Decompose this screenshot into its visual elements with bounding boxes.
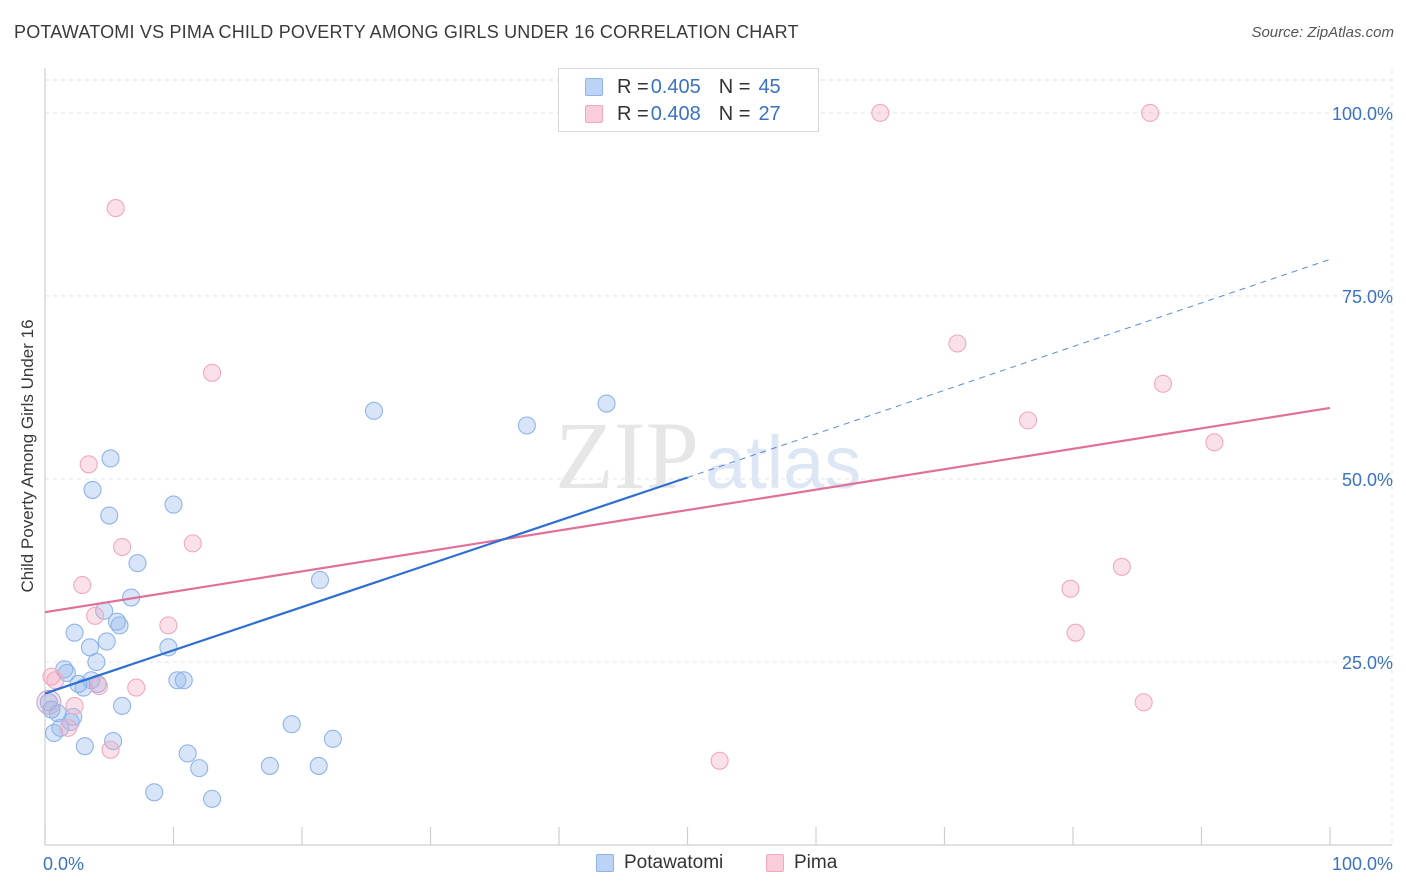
point-pima — [46, 671, 65, 690]
source-label: Source: ZipAtlas.com — [1251, 24, 1394, 41]
point-pima — [89, 677, 109, 696]
point-pima — [203, 363, 222, 382]
point-pima — [1205, 433, 1224, 452]
bottom-legend-label-potawatomi: Potawatomi — [624, 852, 724, 873]
legend-row-pima: R = 0.408 N = 27 — [585, 101, 781, 127]
point-pima — [59, 718, 78, 737]
chart-title: POTAWATOMI VS PIMA CHILD POVERTY AMONG G… — [14, 22, 799, 42]
point-potawatomi — [309, 756, 328, 775]
point-pima — [79, 455, 98, 474]
point-pima — [1141, 103, 1160, 122]
point-pima — [183, 534, 202, 553]
trend-line-pima — [44, 406, 1331, 614]
point-potawatomi — [364, 401, 384, 420]
point-potawatomi — [174, 671, 193, 690]
point-pima — [159, 616, 178, 635]
point-pima — [86, 606, 105, 625]
point-pima — [73, 576, 92, 595]
y-tick-label: 100.0% — [1332, 104, 1393, 124]
y-axis-label: Child Poverty Among Girls Under 16 — [18, 319, 37, 592]
legend-swatch-pima — [585, 105, 603, 123]
point-potawatomi — [51, 718, 70, 737]
watermark-atlas: atlas — [705, 421, 861, 504]
point-pima — [127, 678, 146, 697]
trend-lines — [687, 258, 1331, 478]
point-potawatomi — [97, 632, 116, 651]
point-pima — [65, 696, 84, 715]
point-pima — [106, 199, 125, 218]
legend: R = 0.405 N = 45 R = 0.408 N = 27 — [558, 68, 819, 132]
point-pima — [113, 537, 132, 557]
y-tick-label: 75.0% — [1342, 287, 1393, 307]
point-pima — [1112, 557, 1131, 576]
bottom-legend-label-pima: Pima — [794, 852, 838, 873]
point-pima — [1134, 693, 1153, 712]
legend-n-label: N = — [718, 102, 751, 125]
legend-row-potawatomi: R = 0.405 N = 45 — [585, 74, 781, 100]
point-potawatomi — [110, 616, 129, 635]
y-tick-label: 25.0% — [1342, 653, 1393, 673]
point-potawatomi — [128, 554, 147, 573]
point-potawatomi — [168, 671, 187, 690]
x-tick-labels: 0.0% 100.0% — [43, 854, 1393, 874]
point-pima — [871, 103, 890, 122]
point-potawatomi — [100, 506, 119, 525]
point-pima — [1018, 411, 1038, 430]
point-potawatomi — [145, 783, 164, 802]
point-cluster — [36, 689, 62, 715]
point-pima — [101, 740, 120, 759]
bottom-legend: Potawatomi Pima — [0, 852, 1406, 878]
legend-r-value: 0.408 — [650, 102, 701, 125]
watermark-zip: ZIP — [555, 402, 699, 509]
point-potawatomi — [178, 744, 197, 763]
point-potawatomi — [65, 623, 84, 642]
point-potawatomi — [190, 759, 209, 778]
legend-r-label: R = — [617, 102, 649, 125]
x-tick-label: 0.0% — [43, 854, 84, 874]
bottom-legend-potawatomi: Potawatomi — [596, 852, 723, 874]
point-potawatomi — [310, 570, 330, 590]
legend-n-value: 45 — [758, 75, 781, 98]
y-tick-label: 50.0% — [1342, 470, 1393, 490]
point-pima — [710, 751, 729, 770]
point-potawatomi — [57, 663, 76, 683]
point-pima — [948, 334, 967, 353]
trend-line-potawatomi-extension — [687, 258, 1331, 478]
point-potawatomi — [113, 696, 132, 715]
bottom-legend-swatch-pima — [766, 854, 784, 872]
point-potawatomi — [517, 416, 536, 435]
point-potawatomi — [282, 715, 301, 734]
point-pima — [1066, 623, 1085, 642]
point-potawatomi — [260, 756, 279, 775]
legend-r-label: R = — [617, 75, 649, 98]
x-tick-label: 100.0% — [1332, 854, 1393, 874]
point-potawatomi — [597, 394, 616, 413]
point-potawatomi — [74, 678, 93, 697]
watermark: ZIP atlas — [555, 402, 861, 509]
point-potawatomi — [83, 480, 102, 499]
legend-r-value: 0.405 — [650, 75, 701, 98]
y-tick-labels: 25.0% 50.0% 75.0% 100.0% — [1332, 104, 1393, 673]
point-pima — [1153, 374, 1172, 393]
bottom-legend-pima: Pima — [766, 852, 837, 874]
point-potawatomi — [323, 729, 342, 748]
point-pima — [1061, 579, 1080, 598]
point-potawatomi — [101, 449, 120, 468]
legend-n-label: N = — [718, 75, 751, 98]
point-potawatomi — [203, 789, 222, 808]
legend-n-value: 27 — [758, 102, 781, 125]
point-potawatomi — [48, 704, 67, 723]
point-potawatomi — [75, 737, 94, 756]
point-potawatomi — [87, 652, 106, 672]
legend-swatch-potawatomi — [585, 78, 603, 96]
data-points — [36, 103, 1331, 808]
point-potawatomi — [164, 495, 183, 514]
bottom-legend-swatch-potawatomi — [596, 854, 614, 872]
trend-line-potawatomi — [44, 476, 688, 695]
